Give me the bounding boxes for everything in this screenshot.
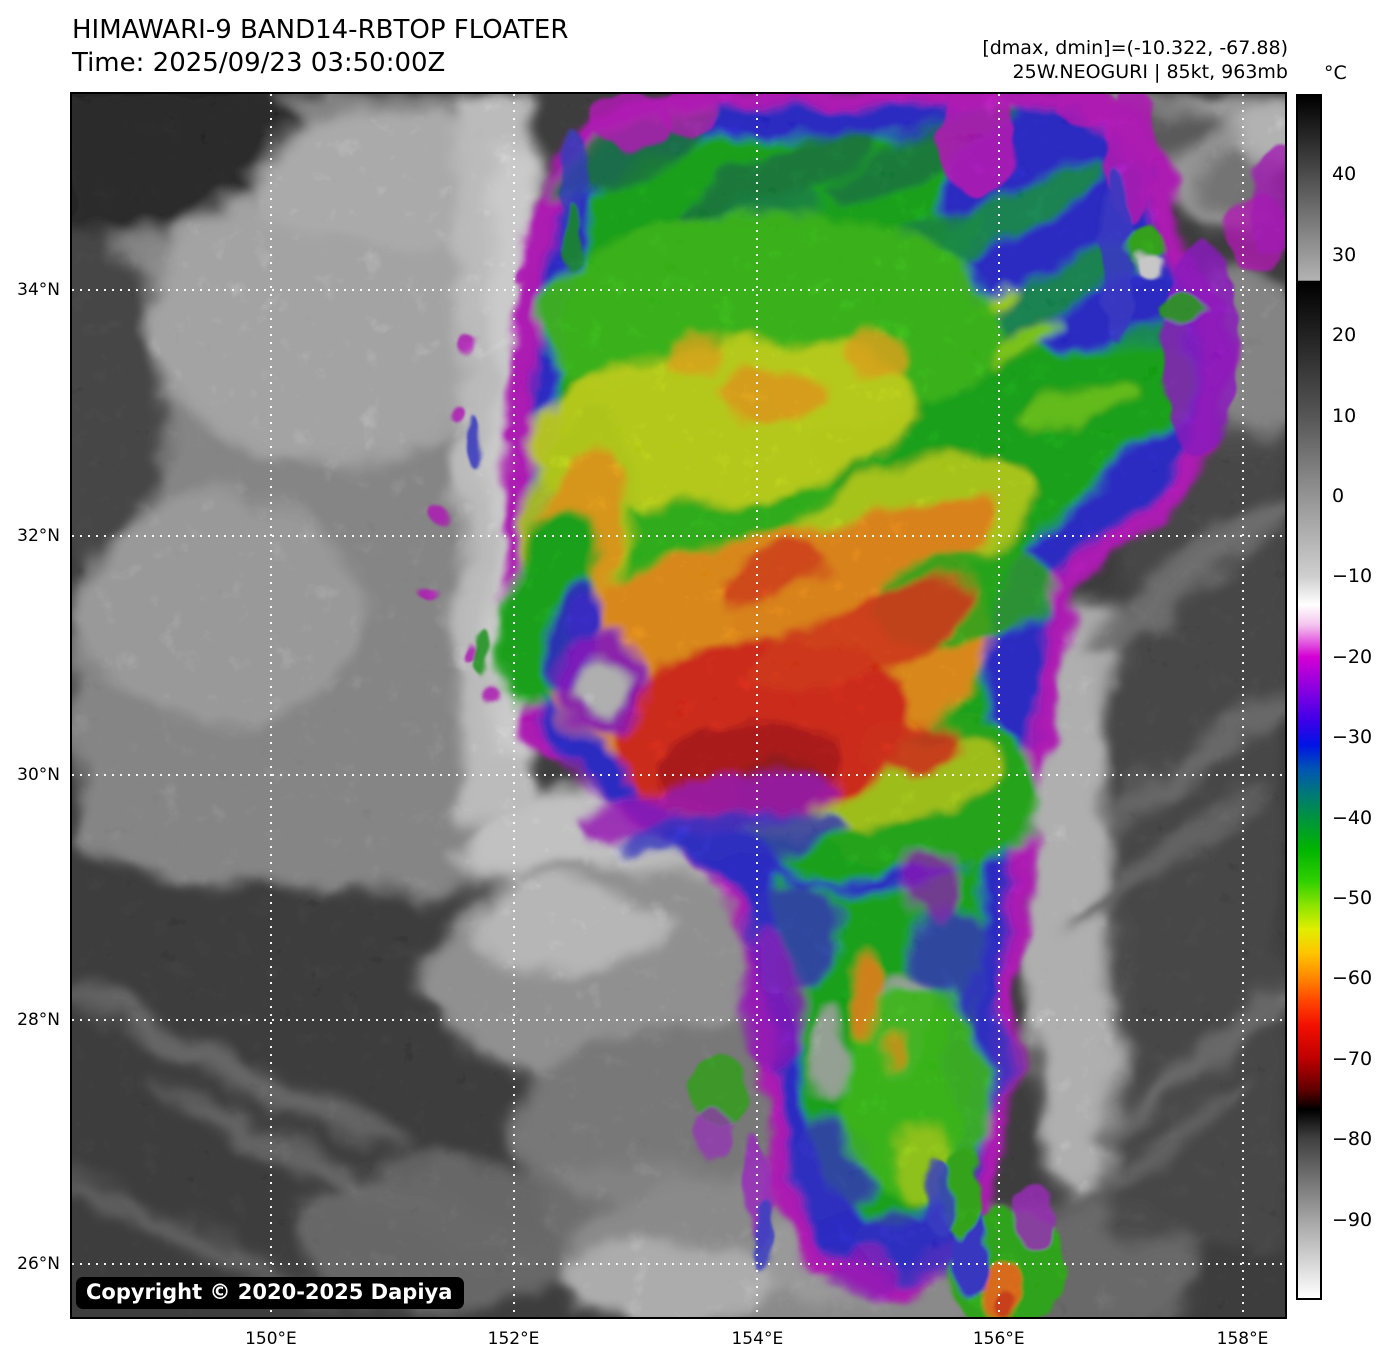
dmax-dmin-readout: [dmax, dmin]=(-10.322, -67.88) [982, 37, 1288, 59]
colorbar-unit-label: °C [1324, 62, 1347, 84]
latitude-label: 30°N [17, 765, 60, 786]
latitude-label: 34°N [17, 279, 60, 300]
colorbar-tick-label: −50 [1332, 887, 1373, 909]
colorbar-tick-label: 40 [1332, 163, 1357, 186]
longitude-gridline [756, 94, 759, 1317]
annotation-block: [dmax, dmin]=(-10.322, -67.88) 25W.NEOGU… [982, 36, 1288, 84]
latitude-gridline [72, 1263, 1285, 1266]
temperature-colorbar [1296, 94, 1322, 1300]
latitude-gridline [72, 1018, 1285, 1021]
colorbar-tick-label: 10 [1332, 404, 1357, 427]
colorbar-tick-label: −20 [1332, 645, 1373, 668]
storm-id-intensity: 25W.NEOGURI | 85kt, 963mb [1012, 61, 1288, 83]
product-title: HIMAWARI-9 BAND14-RBTOP FLOATER [72, 15, 569, 45]
colorbar-tick-label: −80 [1332, 1128, 1373, 1151]
longitude-gridline [512, 94, 515, 1317]
longitude-label: 156°E [972, 1329, 1025, 1349]
longitude-gridline [1241, 94, 1244, 1317]
longitude-label: 152°E [487, 1329, 540, 1349]
latitude-gridline [72, 288, 1285, 291]
product-time: Time: 2025/09/23 03:50:00Z [72, 48, 446, 78]
colorbar-tick-label: −60 [1332, 967, 1373, 990]
satellite-image [72, 94, 1285, 1317]
satellite-map: Copyright © 2020-2025 Dapiya [72, 94, 1285, 1317]
colorbar-tick-label: 20 [1332, 324, 1357, 347]
colorbar-tick-label: −10 [1332, 565, 1373, 588]
colorbar-tick-label: −90 [1332, 1208, 1373, 1231]
copyright-badge: Copyright © 2020-2025 Dapiya [76, 1277, 465, 1309]
longitude-label: 158°E [1216, 1329, 1269, 1349]
longitude-gridline [269, 94, 272, 1317]
latitude-gridline [72, 774, 1285, 777]
latitude-label: 28°N [17, 1009, 60, 1030]
colorbar-tick-label: −40 [1332, 806, 1373, 829]
longitude-label: 154°E [731, 1329, 784, 1349]
title-block: HIMAWARI-9 BAND14-RBTOP FLOATER Time: 20… [72, 14, 568, 80]
longitude-label: 150°E [245, 1329, 297, 1349]
colorbar-tick-label: 30 [1332, 243, 1357, 266]
longitude-gridline [997, 94, 1000, 1317]
latitude-label: 32°N [17, 525, 60, 546]
latitude-gridline [72, 534, 1285, 537]
colorbar-tick-label: −30 [1332, 726, 1373, 749]
latitude-label: 26°N [17, 1254, 60, 1275]
colorbar-tick-label: 0 [1332, 485, 1345, 507]
colorbar-tick-label: −70 [1332, 1047, 1373, 1070]
